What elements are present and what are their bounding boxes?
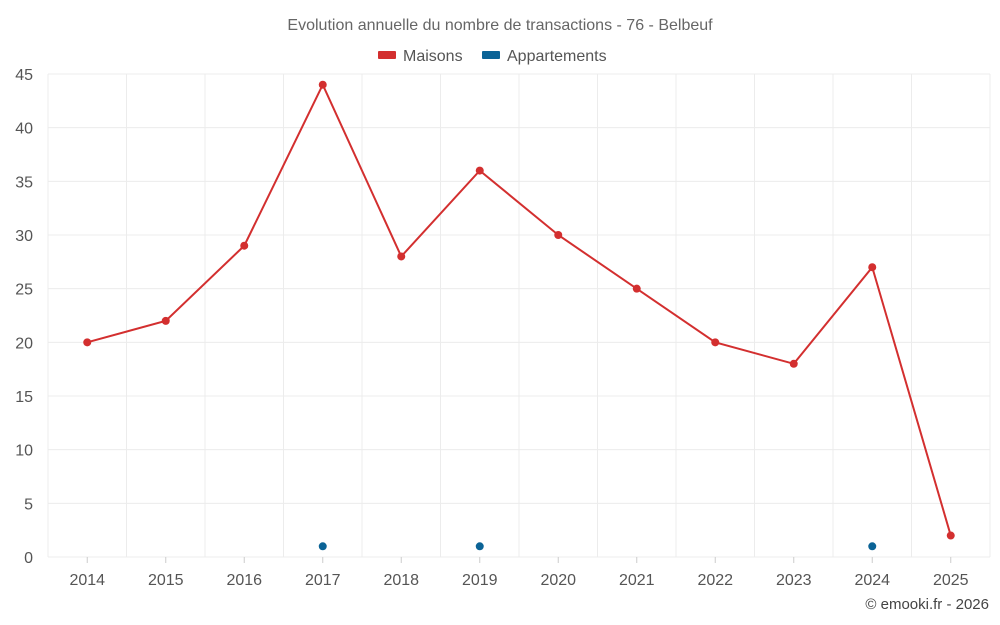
x-tick-label: 2021 <box>619 572 655 589</box>
data-point-maisons-2016[interactable] <box>240 241 249 250</box>
data-point-maisons-2023[interactable] <box>789 359 798 368</box>
plot-area <box>83 80 955 551</box>
legend-label-maisons[interactable]: Maisons <box>403 48 463 65</box>
data-point-appartements-2017[interactable] <box>318 542 327 551</box>
x-tick-label: 2025 <box>933 572 969 589</box>
chart-title: Evolution annuelle du nombre de transact… <box>287 17 713 34</box>
grid <box>47 73 991 558</box>
data-point-maisons-2015[interactable] <box>161 316 170 325</box>
data-point-maisons-2025[interactable] <box>946 531 955 540</box>
credit: © emooki.fr - 2026 <box>865 596 989 613</box>
series-line-maisons <box>86 82 952 536</box>
y-tick-label: 25 <box>15 282 33 299</box>
x-tick-label: 2014 <box>69 572 105 589</box>
x-axis: 2014 2015 2016 2017 2018 2019 2020 2021 2022 2023… <box>69 557 969 589</box>
y-tick-label: 20 <box>15 335 33 352</box>
y-tick-label: 30 <box>15 228 33 245</box>
data-point-maisons-2014[interactable] <box>83 338 92 347</box>
data-point-maisons-2024[interactable] <box>868 263 877 272</box>
y-tick-label: 0 <box>24 550 33 567</box>
data-point-maisons-2020[interactable] <box>554 231 563 239</box>
data-point-maisons-2019[interactable] <box>475 166 484 175</box>
data-point-maisons-2022[interactable] <box>711 338 720 347</box>
legend-swatch-maisons[interactable] <box>378 51 396 59</box>
legend-swatch-appartements[interactable] <box>482 51 500 59</box>
y-tick-label: 10 <box>15 443 33 460</box>
data-point-maisons-2021[interactable] <box>632 284 641 293</box>
data-point-maisons-2018[interactable] <box>397 252 406 261</box>
y-tick-label: 5 <box>24 496 33 513</box>
y-axis: 0 5 10 15 20 25 30 35 40 45 <box>15 67 33 567</box>
y-tick-label: 45 <box>15 67 33 84</box>
x-tick-label: 2024 <box>854 572 890 589</box>
x-tick-label: 2022 <box>697 572 733 589</box>
x-tick-label: 2019 <box>462 572 498 589</box>
x-tick-label: 2016 <box>226 572 262 589</box>
y-tick-label: 15 <box>15 389 33 406</box>
data-point-appartements-2024[interactable] <box>868 542 877 551</box>
y-tick-label: 35 <box>15 174 33 191</box>
x-tick-label: 2020 <box>540 572 576 589</box>
data-point-appartements-2019[interactable] <box>475 542 484 551</box>
x-tick-label: 2023 <box>776 572 812 589</box>
x-tick-label: 2017 <box>305 572 341 589</box>
legend: Maisons Appartements <box>378 48 607 65</box>
y-tick-label: 40 <box>15 121 33 138</box>
x-tick-label: 2015 <box>148 572 184 589</box>
legend-label-appartements[interactable]: Appartements <box>507 48 607 65</box>
x-tick-label: 2018 <box>383 572 419 589</box>
data-point-maisons-2017[interactable] <box>318 80 327 89</box>
